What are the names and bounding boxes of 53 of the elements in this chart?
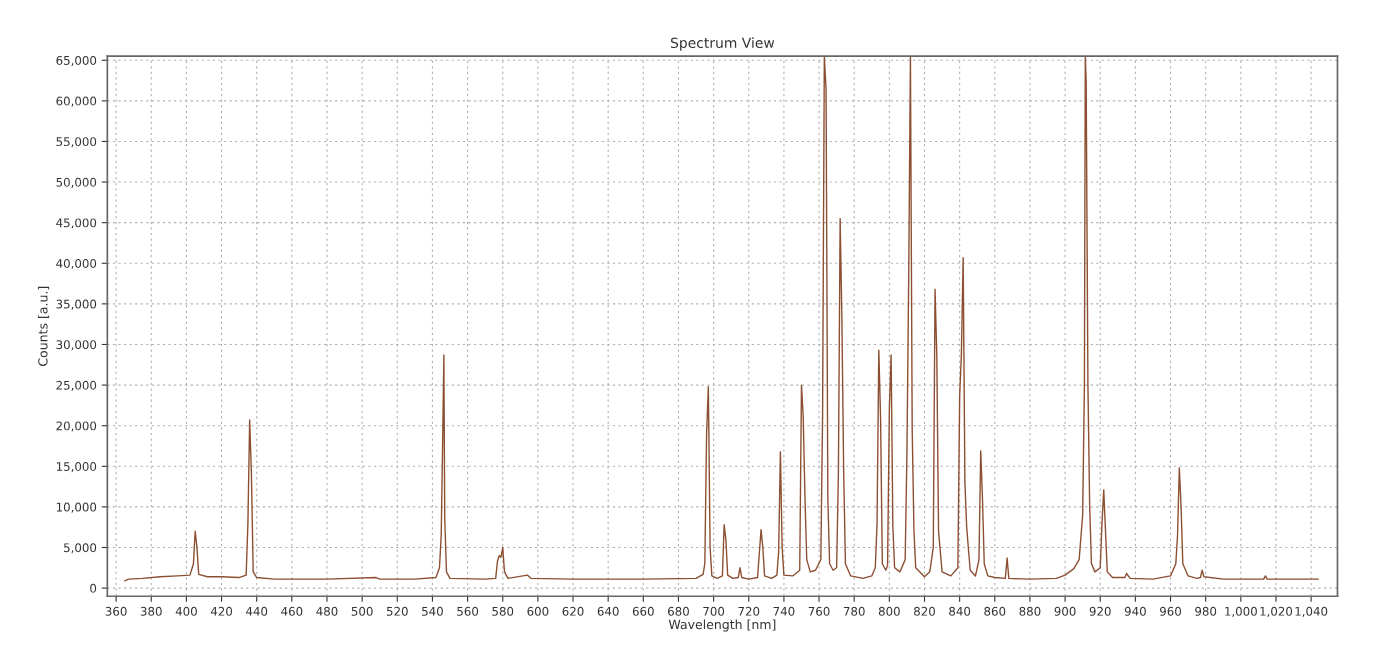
x-tick-label: 620 (562, 606, 584, 616)
x-tick-label: 640 (597, 606, 619, 616)
x-tick-label: 820 (914, 606, 935, 616)
x-tick-label: 980 (1195, 606, 1217, 616)
y-tick-label: 65,000 (56, 55, 97, 67)
x-tick-label: 560 (457, 606, 479, 616)
x-tick-label: 400 (175, 606, 197, 616)
y-tick-label: 35,000 (56, 299, 97, 310)
y-tick-label: 10,000 (56, 502, 97, 513)
y-tick-label: 60,000 (56, 96, 97, 107)
y-tick-label: 25,000 (56, 380, 97, 391)
x-tick-label: 920 (1089, 606, 1111, 616)
y-tick-label: 0 (90, 583, 97, 593)
x-tick-label: 1,020 (1260, 606, 1293, 617)
x-tick-label: 440 (246, 606, 268, 616)
y-tick-label: 45,000 (56, 218, 97, 229)
x-tick-label: 360 (105, 606, 127, 616)
x-tick-label: 520 (386, 606, 408, 616)
x-tick-label: 680 (668, 606, 689, 616)
x-tick-label: 420 (210, 606, 233, 616)
x-tick-label: 800 (878, 606, 900, 616)
y-tick-label: 30,000 (56, 340, 97, 351)
x-tick-label: 480 (316, 606, 338, 616)
x-axis-title: Wavelength [nm] (668, 619, 776, 632)
y-axis-title: Counts [a.u.] (37, 286, 50, 366)
x-tick-label: 580 (492, 606, 514, 616)
y-tick-label: 55,000 (56, 137, 97, 148)
x-tick-label: 720 (738, 606, 760, 616)
x-tick-label: 840 (949, 606, 971, 616)
x-tick-label: 380 (140, 606, 162, 616)
x-tick-label: 1,040 (1295, 606, 1328, 617)
x-tick-label: 940 (1124, 606, 1146, 616)
y-tick-label: 20,000 (56, 421, 97, 432)
x-tick-label: 500 (351, 606, 373, 616)
x-tick-label: 760 (808, 606, 830, 616)
line-series (124, 56, 1319, 582)
x-tick-label: 1,000 (1225, 606, 1257, 617)
x-tick-label: 960 (1160, 606, 1182, 616)
x-tick-label: 540 (422, 606, 443, 616)
y-tick-label: 40,000 (56, 258, 97, 270)
x-tick-label: 860 (984, 606, 1006, 616)
y-tick-label: 50,000 (56, 177, 97, 188)
x-tick-label: 600 (527, 606, 549, 616)
x-tick-label: 740 (773, 606, 795, 616)
x-tick-label: 900 (1054, 606, 1076, 616)
chart-title: Spectrum View (670, 37, 775, 51)
y-tick-label: 5,000 (64, 543, 97, 554)
x-tick-label: 880 (1019, 606, 1041, 616)
y-tick-label: 15,000 (56, 462, 97, 473)
x-tick-label: 660 (632, 606, 654, 616)
x-tick-label: 780 (843, 606, 865, 616)
x-tick-label: 700 (703, 606, 725, 616)
x-tick-label: 460 (281, 606, 303, 616)
